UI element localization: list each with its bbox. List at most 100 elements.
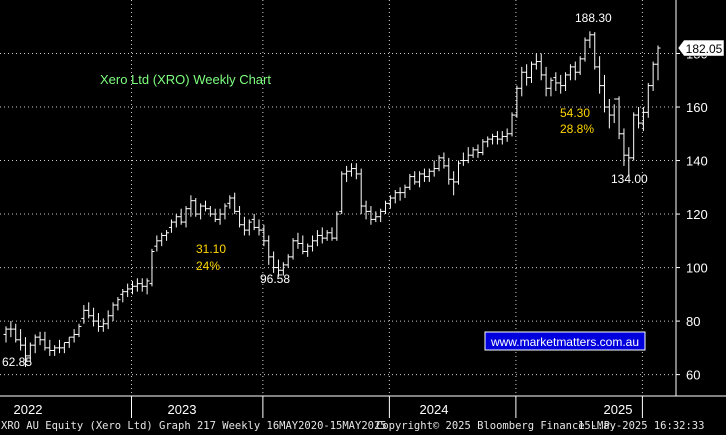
ohlc-bar (397, 187, 403, 201)
ohlc-bar (202, 200, 208, 212)
ohlc-bar (392, 189, 398, 204)
ohlc-bar (130, 280, 136, 295)
ohlc-bar (193, 198, 199, 217)
ohlc-bar (504, 128, 510, 142)
ohlc-bar (363, 200, 369, 220)
x-tick-label: 2022 (14, 402, 43, 417)
ohlc-bar (285, 254, 291, 268)
ohlc-bar (47, 339, 53, 356)
ohlc-bar (188, 195, 194, 217)
ohlc-bar (387, 195, 393, 209)
watermark-text: www.marketmatters.com.au (490, 335, 639, 349)
ohlc-bar (553, 72, 559, 91)
ohlc-bar (27, 342, 33, 362)
price-bars (3, 31, 661, 367)
ohlc-bar (485, 136, 491, 148)
annotation-label: 54.30 (560, 106, 590, 120)
ohlc-bar (144, 278, 150, 295)
ohlc-bar (319, 227, 325, 244)
ohlc-bar (631, 112, 637, 161)
annotations: 182.05 Xero Ltd (XRO) Weekly Chart 188.30 6… (2, 11, 725, 369)
ohlc-bar (32, 334, 38, 354)
ohlc-bar (446, 157, 452, 185)
annotation-label: 28.8% (560, 122, 594, 136)
ohlc-bar (280, 262, 286, 276)
ohlc-bar (173, 214, 179, 228)
ohlc-bar (456, 160, 462, 185)
ohlc-bar (509, 112, 515, 137)
annotation-label: 134.00 (611, 172, 648, 186)
ohlc-bar (519, 66, 525, 97)
ohlc-bar (275, 259, 281, 277)
ohlc-bar (475, 144, 481, 158)
ohlc-bar (339, 171, 345, 215)
ohlc-bar (334, 211, 340, 241)
ohlc-bar (246, 219, 252, 236)
annotation-label: 24% (196, 259, 220, 273)
ohlc-bar (606, 99, 612, 129)
ohlc-bar (655, 45, 661, 81)
y-tick-label: 100 (686, 261, 708, 276)
ohlc-bar (100, 318, 106, 332)
chart-background (0, 0, 726, 418)
ohlc-bar (42, 331, 48, 351)
ohlc-bar (105, 310, 111, 330)
ohlc-bar (110, 302, 116, 322)
ohlc-bar (120, 288, 126, 303)
ohlc-bar (261, 224, 267, 247)
ohlc-bar (232, 192, 238, 215)
ohlc-bar (402, 184, 408, 198)
ohlc-bar (61, 341, 67, 354)
ohlc-bar (37, 331, 43, 346)
ohlc-bar (616, 96, 622, 140)
ohlc-bar (3, 326, 9, 343)
ohlc-bar (587, 31, 593, 49)
ohlc-bar (592, 32, 598, 70)
ohlc-bar (358, 168, 364, 215)
ohlc-bar (178, 208, 184, 225)
ohlc-bar (514, 85, 520, 118)
ohlc-bar (465, 147, 471, 164)
y-tick-label: 160 (686, 100, 708, 115)
ohlc-bar (421, 168, 427, 182)
ohlc-bar (57, 339, 63, 354)
ohlc-bar (538, 53, 544, 81)
ohlc-bar (558, 74, 564, 94)
ohlc-bar (441, 152, 447, 169)
footer-copyright: Copyright© 2025 Bloomberg Finance L.P. (376, 420, 617, 432)
ohlc-bar (528, 61, 534, 83)
annotation-label: 96.58 (260, 272, 290, 286)
ohlc-bar (577, 56, 583, 75)
ohlc-bar (8, 321, 14, 338)
ohlc-bar (300, 235, 306, 255)
ohlc-bar (76, 323, 82, 338)
chart-title: Xero Ltd (XRO) Weekly Chart (100, 72, 271, 87)
ohlc-bar (324, 230, 330, 241)
ohlc-bar (621, 128, 627, 166)
last-price-marker (677, 39, 725, 57)
price-chart: 60801001201401601802022202320242025 182.… (0, 0, 726, 418)
ohlc-bar (295, 232, 301, 249)
ohlc-bar (436, 155, 442, 172)
ohlc-bar (86, 302, 92, 319)
ohlc-bar (241, 216, 247, 236)
ohlc-bar (344, 165, 350, 182)
ohlc-bar (451, 171, 457, 196)
y-tick-label: 140 (686, 154, 708, 169)
ohlc-bar (373, 211, 379, 223)
ohlc-bar (548, 77, 554, 97)
footer-security-info: XRO AU Equity (Xero Ltd) Graph 217 Weekl… (1, 420, 387, 432)
ohlc-bar (353, 163, 359, 180)
y-tick-label: 120 (686, 207, 708, 222)
ohlc-bar (563, 72, 569, 91)
ohlc-bar (22, 337, 28, 367)
ohlc-bar (543, 66, 549, 97)
ohlc-bar (164, 230, 170, 241)
ohlc-bar (378, 208, 384, 223)
ohlc-bar (290, 238, 296, 260)
ohlc-bar (524, 64, 530, 86)
ohlc-bar (314, 230, 320, 247)
ohlc-bar (125, 283, 131, 297)
last-price-label: 182.05 (686, 42, 723, 56)
y-tick-label: 80 (686, 314, 700, 329)
